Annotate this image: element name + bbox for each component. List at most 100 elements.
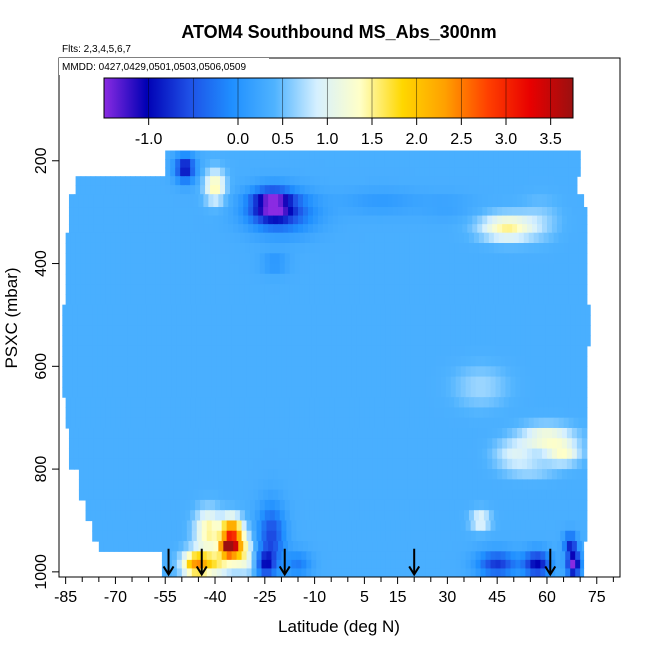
heatmap-cell [87, 304, 93, 316]
heatmap-cell [377, 438, 384, 450]
heatmap-cell [163, 207, 170, 217]
heatmap-cell [161, 551, 168, 561]
heatmap-cell [341, 345, 347, 357]
heatmap-cell [108, 458, 115, 470]
heatmap-cell [299, 417, 306, 429]
heatmap-cell [346, 356, 352, 367]
heatmap-cell [274, 273, 281, 285]
heatmap-cell [500, 530, 507, 542]
heatmap-cell [188, 194, 195, 208]
heatmap-cell [158, 541, 165, 552]
heatmap-cell [185, 167, 191, 177]
heatmap-cell [500, 520, 507, 532]
heatmap-cell [389, 397, 395, 409]
heatmap-cell [138, 448, 145, 460]
heatmap-cell [293, 448, 299, 460]
heatmap-cell [266, 366, 273, 378]
heatmap-cell [399, 150, 405, 160]
heatmap-cell [301, 314, 307, 326]
heatmap-cell [332, 207, 339, 217]
heatmap-cell [93, 489, 100, 501]
heatmap-cell [276, 345, 283, 357]
heatmap-cell [523, 232, 530, 244]
heatmap-cell [565, 325, 571, 337]
colorbar-tick-label: 0.0 [227, 131, 249, 148]
heatmap-cell [253, 427, 259, 439]
heatmap-cell [533, 185, 540, 195]
heatmap-cell [82, 314, 88, 326]
heatmap-cell [419, 263, 425, 275]
heatmap-cell [512, 427, 518, 439]
heatmap-cell [175, 253, 181, 265]
heatmap-cell [85, 253, 92, 265]
heatmap-cell [414, 284, 420, 295]
heatmap-cell [200, 242, 206, 254]
heatmap-cell [457, 448, 463, 460]
heatmap-cell [450, 356, 457, 367]
heatmap-cell [286, 314, 292, 326]
heatmap-cell [425, 366, 432, 378]
heatmap-cell [301, 551, 307, 561]
heatmap-cell [110, 232, 117, 244]
heatmap-cell [185, 185, 191, 195]
plot-frame [58, 57, 621, 578]
heatmap-cell [541, 479, 548, 491]
heatmap-cell [288, 438, 294, 450]
heatmap-cell [352, 469, 359, 480]
heatmap-cell [412, 194, 419, 208]
heatmap-cell [533, 499, 540, 511]
heatmap-cell [135, 499, 141, 511]
heatmap-cell [176, 304, 183, 316]
heatmap-cell [578, 397, 585, 409]
heatmap-cell [200, 159, 206, 169]
heatmap-cell [62, 345, 68, 357]
heatmap-cell [188, 207, 195, 217]
heatmap-cell [581, 458, 588, 470]
heatmap-cell [417, 541, 424, 552]
heatmap-cell [468, 167, 475, 177]
heatmap-cell [234, 499, 241, 511]
heatmap-cell [112, 345, 118, 357]
heatmap-cell [193, 215, 200, 225]
heatmap-cell [424, 159, 430, 169]
heatmap-cell [259, 407, 266, 419]
heatmap-cell [180, 167, 186, 177]
heatmap-cell [561, 448, 568, 460]
heatmap-cell [522, 448, 528, 460]
heatmap-cell [545, 386, 551, 398]
heatmap-cell [210, 185, 216, 195]
heatmap-cell [93, 438, 100, 450]
heatmap-cell [234, 167, 241, 177]
heatmap-cell [535, 325, 541, 337]
heatmap-cell [249, 263, 256, 275]
heatmap-cell [508, 407, 515, 419]
heatmap-cell [75, 253, 82, 265]
heatmap-cell [170, 232, 176, 244]
heatmap-cell [571, 427, 578, 439]
heatmap-cell [581, 427, 588, 439]
heatmap-cell [294, 417, 301, 429]
heatmap-cell [248, 479, 254, 491]
heatmap-cell [137, 304, 143, 316]
heatmap-cell [100, 242, 107, 254]
heatmap-cell [339, 253, 346, 265]
heatmap-cell [246, 314, 253, 326]
heatmap-cell [364, 294, 370, 306]
heatmap-cell [450, 325, 457, 337]
heatmap-cell [402, 207, 409, 217]
heatmap-cell [67, 304, 73, 316]
heatmap-cell [78, 194, 85, 208]
heatmap-cell [195, 263, 201, 275]
heatmap-cell [140, 510, 146, 522]
heatmap-cell [530, 304, 536, 316]
heatmap-cell [233, 489, 239, 501]
heatmap-cell [294, 232, 301, 244]
heatmap-cell [395, 376, 402, 388]
heatmap-cell [205, 294, 211, 306]
heatmap-cell [160, 284, 166, 295]
heatmap-cell [160, 510, 166, 522]
heatmap-cell [495, 551, 502, 561]
heatmap-cell [97, 366, 103, 378]
heatmap-cell [166, 559, 173, 570]
heatmap-cell [306, 356, 312, 367]
